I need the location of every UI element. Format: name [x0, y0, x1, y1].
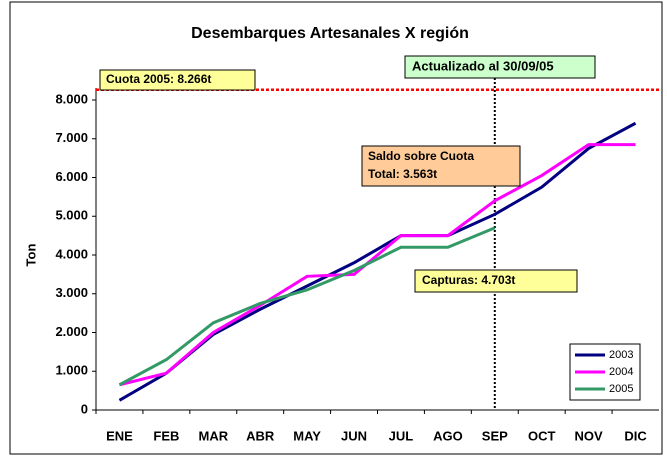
- legend-label: 2005: [609, 383, 633, 395]
- series-line: [119, 143, 636, 387]
- y-tick-label: 7.000: [55, 130, 88, 145]
- y-tick-label: 4.000: [55, 246, 88, 261]
- x-tick-label: JUL: [389, 428, 414, 443]
- y-tick-label: 8.000: [55, 91, 88, 106]
- x-tick-label: JUN: [341, 428, 367, 443]
- annotation-box: [99, 69, 256, 91]
- legend-label: 2004: [609, 366, 633, 378]
- quota-label: Cuota 2005: 8.266t: [106, 72, 211, 86]
- x-tick-label: SEP: [482, 428, 508, 443]
- y-tick-label: 1.000: [55, 363, 88, 378]
- x-tick-label: MAY: [293, 428, 321, 443]
- x-tick-label: NOV: [575, 428, 604, 443]
- annotation-box: [404, 55, 596, 79]
- x-tick-label: MAR: [198, 428, 228, 443]
- y-tick-label: 0: [81, 401, 88, 416]
- x-tick-label: DIC: [624, 428, 647, 443]
- y-tick-label: 6.000: [55, 169, 88, 184]
- legend-label: 2003: [609, 349, 633, 361]
- x-tick-label: ENE: [106, 428, 133, 443]
- annotation-box: [414, 269, 578, 293]
- annotation-box: [361, 145, 521, 187]
- balance-note: Saldo sobre Cuota: [368, 149, 474, 163]
- balance-note: Total: 3.563t: [368, 167, 437, 181]
- y-tick-label: 2.000: [55, 324, 88, 339]
- x-tick-label: OCT: [528, 428, 556, 443]
- update-label: Actualizado al 30/09/05: [412, 58, 554, 73]
- series-line: [118, 226, 496, 387]
- y-tick-label: 3.000: [55, 285, 88, 300]
- catch-note: Capturas: 4.703t: [422, 273, 515, 287]
- x-tick-label: ABR: [246, 428, 275, 443]
- y-axis-label: Ton: [23, 244, 38, 267]
- x-tick-label: AGO: [433, 428, 463, 443]
- x-tick-label: FEB: [153, 428, 179, 443]
- chart-title: Desembarques Artesanales X región: [191, 25, 469, 42]
- y-tick-label: 5.000: [55, 208, 88, 223]
